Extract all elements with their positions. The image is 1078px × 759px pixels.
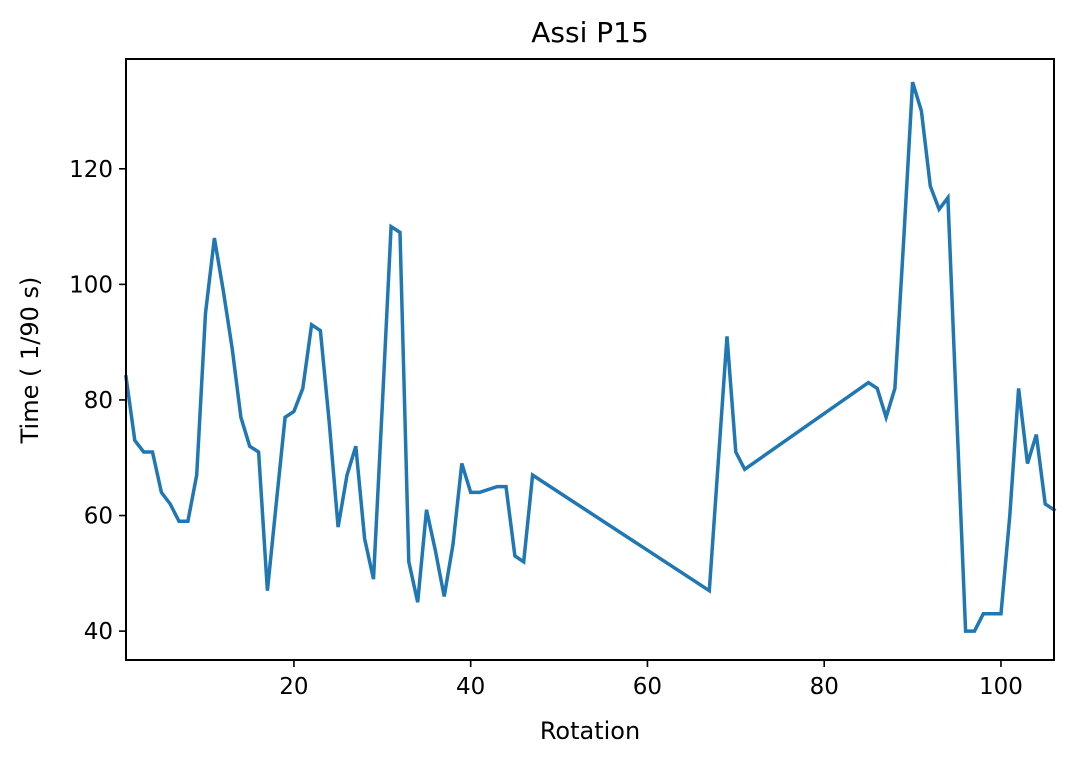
y-tick-label: 80	[84, 388, 113, 414]
y-axis-title: Time ( 1/90 s)	[16, 277, 44, 445]
plot-frame	[125, 58, 1055, 661]
x-tick-label: 40	[456, 674, 485, 700]
x-tick-label: 80	[810, 674, 839, 700]
y-tick-label: 120	[69, 157, 113, 183]
x-tick-label: 100	[979, 674, 1023, 700]
x-tick-label: 60	[633, 674, 662, 700]
axis-ticks: 20 40 60 80 100 40 60 80 100 120	[69, 157, 1023, 700]
x-axis-title: Rotation	[540, 717, 640, 745]
series-line-1	[124, 81, 1057, 633]
y-tick-label: 40	[84, 619, 113, 645]
y-tick-label: 60	[84, 504, 113, 530]
y-tick-label: 100	[69, 272, 113, 298]
chart-title: Assi P15	[531, 16, 649, 49]
x-tick-label: 20	[279, 674, 308, 700]
series-layer	[124, 81, 1057, 633]
